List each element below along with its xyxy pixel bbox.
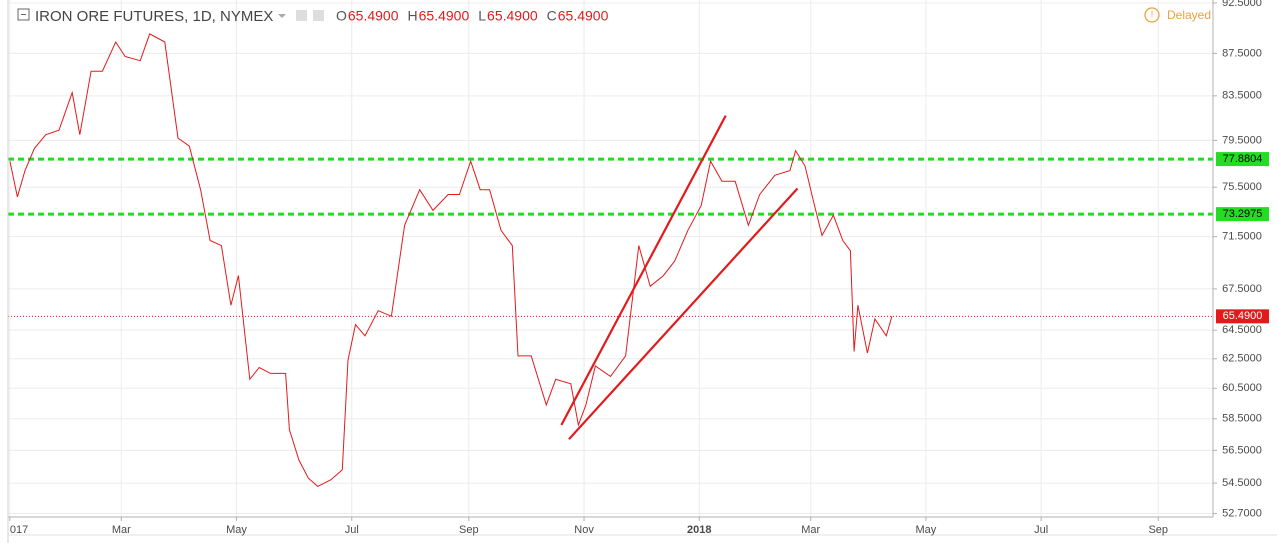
status: Delayed xyxy=(1167,8,1211,22)
y-tick-label: 58.5000 xyxy=(1222,413,1262,425)
y-tick-label: 67.5000 xyxy=(1222,283,1262,295)
price-label: 65.4900 xyxy=(1223,310,1263,322)
ohlc-value: 65.4900 xyxy=(558,8,609,24)
price-label: 77.8804 xyxy=(1223,153,1263,165)
x-tick-label: 017 xyxy=(10,524,28,536)
chart-title: IRON ORE FUTURES, 1D, NYMEX xyxy=(35,8,273,25)
x-tick-label: Mar xyxy=(112,524,131,536)
y-tick-label: 71.5000 xyxy=(1222,231,1262,243)
ohlc-label: H xyxy=(408,8,418,24)
price-label-box xyxy=(1216,309,1269,324)
y-tick-label: 62.5000 xyxy=(1222,353,1262,365)
y-tick-label: 52.7000 xyxy=(1222,507,1262,519)
delayed-icon-mark: ! xyxy=(1151,10,1154,21)
ohlc-value: 65.4900 xyxy=(348,8,399,24)
x-tick-label: 2018 xyxy=(687,524,711,536)
x-tick-label: May xyxy=(916,524,937,536)
price-line xyxy=(9,33,893,487)
delayed-icon xyxy=(1144,7,1160,23)
x-tick-label: May xyxy=(226,524,247,536)
ohlc-label: O xyxy=(336,8,347,24)
ohlc-label: C xyxy=(547,8,557,24)
y-tick-label: 54.5000 xyxy=(1222,477,1262,489)
price-label-box xyxy=(1216,152,1269,167)
x-tick-label: Jul xyxy=(1034,524,1048,536)
y-tick-label: 87.5000 xyxy=(1222,47,1262,59)
y-tick-label: 83.5000 xyxy=(1222,90,1262,102)
trend-line xyxy=(560,115,727,426)
trend-line xyxy=(568,187,799,440)
x-tick-label: Sep xyxy=(459,524,479,536)
settings-icon[interactable] xyxy=(296,10,307,21)
collapse-icon[interactable] xyxy=(17,8,30,21)
ohlc-value: 65.4900 xyxy=(419,8,470,24)
dropdown-icon[interactable] xyxy=(278,14,286,18)
ohlc-label: L xyxy=(478,8,486,24)
price-label-box xyxy=(1216,207,1269,222)
x-tick-label: Mar xyxy=(801,524,820,536)
y-tick-label: 92.5000 xyxy=(1222,0,1262,9)
ohlc-value: 65.4900 xyxy=(487,8,538,24)
x-tick-label: Jul xyxy=(345,524,359,536)
y-tick-label: 64.5000 xyxy=(1222,324,1262,336)
settings-icon[interactable] xyxy=(313,10,324,21)
y-tick-label: 75.5000 xyxy=(1222,181,1262,193)
y-tick-label: 60.5000 xyxy=(1222,382,1262,394)
price-label: 73.2975 xyxy=(1223,208,1263,220)
y-tick-label: 56.5000 xyxy=(1222,444,1262,456)
x-tick-label: Sep xyxy=(1148,524,1168,536)
y-tick-label: 79.5000 xyxy=(1222,134,1262,146)
x-tick-label: Nov xyxy=(574,524,594,536)
